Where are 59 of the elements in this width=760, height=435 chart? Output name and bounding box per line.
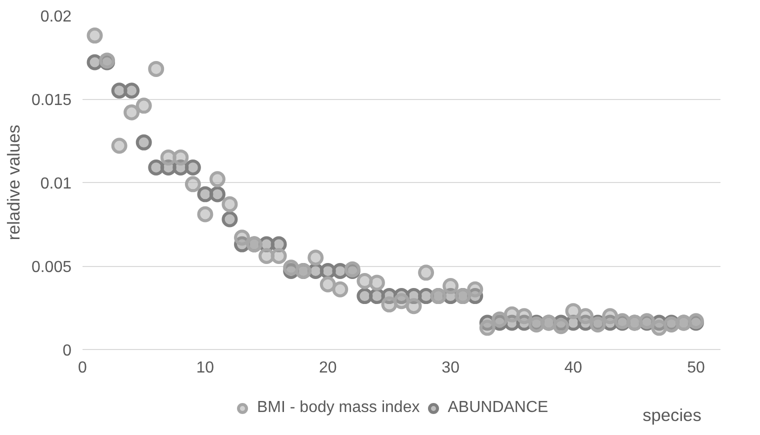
point [418,288,434,304]
point [209,171,226,188]
point [136,98,152,114]
point [270,248,287,264]
point [406,298,422,314]
x-tick-label: 50 [687,360,705,376]
point [197,186,214,202]
legend-label: BMI - body mass index [257,399,420,417]
x-tick-label: 10 [196,360,214,376]
point [124,104,140,120]
point [124,82,140,99]
point [394,293,410,310]
point [209,186,226,202]
point [442,278,459,294]
point [172,149,189,166]
point [492,311,508,328]
point [148,60,164,77]
point [516,308,532,324]
point [258,248,275,264]
point [602,308,618,324]
point [565,303,582,320]
x-tick-label: 0 [78,360,88,376]
y-tick-label: 0.015 [31,92,72,109]
point [418,264,434,281]
point [111,82,128,99]
x-tick-label: 30 [442,360,460,376]
y-axis-title: reladive values [3,124,24,240]
y-tick-label: 0 [62,342,72,360]
y-tick-label: 0.01 [40,176,72,192]
point [578,308,594,324]
point [197,206,214,222]
point [479,320,496,336]
point [553,318,569,334]
point [332,281,348,298]
point [136,134,152,150]
point [234,230,250,246]
point [467,281,484,298]
point [184,159,201,176]
point [504,306,520,322]
point [222,196,238,212]
point [111,138,128,154]
point [320,276,336,292]
point [148,159,164,176]
point [86,28,103,44]
point [184,176,201,192]
point [222,211,238,228]
point [283,260,300,276]
legend-label: ABUNDANCE [448,399,548,417]
point [308,250,324,266]
point [160,149,176,166]
y-tick-label: 0.005 [31,259,72,276]
x-tick-label: 20 [318,360,337,376]
x-axis-title: species [642,405,702,425]
x-tick-label: 40 [564,360,582,376]
point [381,296,398,312]
y-tick-label: 0.02 [40,8,72,26]
point [651,320,668,336]
point [368,274,385,291]
point [356,273,373,290]
